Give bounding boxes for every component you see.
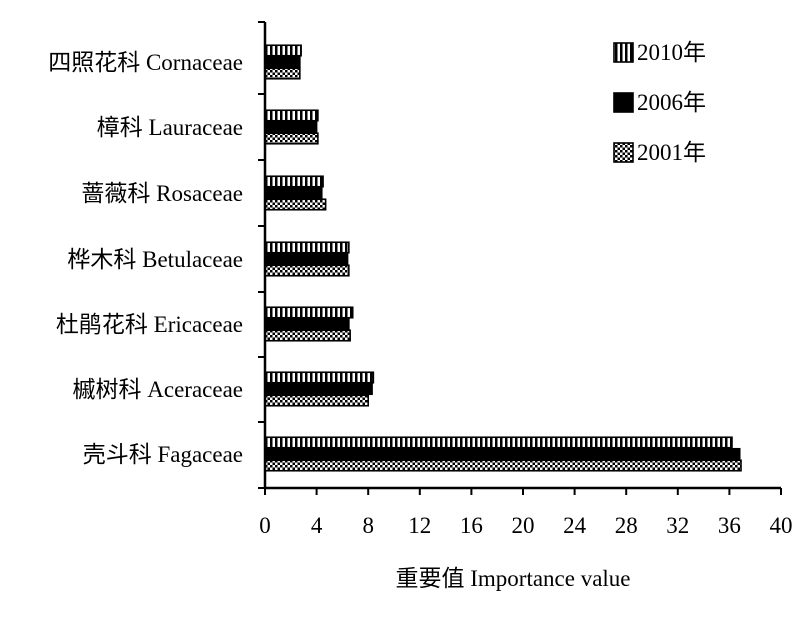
- axes: [258, 21, 782, 495]
- legend-swatch: [613, 142, 634, 163]
- bar-2010年-5: [264, 109, 319, 122]
- x-tick-label: 32: [666, 513, 689, 538]
- bar-2006年-3: [264, 252, 349, 266]
- x-tick-label: 28: [615, 513, 638, 538]
- bar-2010年-0: [264, 436, 733, 449]
- x-tick-label: 16: [460, 513, 483, 538]
- legend-label: 2006年: [637, 90, 706, 115]
- category-label: 蔷薇科 Rosaceae: [81, 181, 243, 206]
- bar-2001年-4: [264, 198, 327, 211]
- x-tick-labels: 0 4 8 12 16 20 24 28 32 36 40: [259, 513, 792, 538]
- bar-2006年-6: [264, 55, 301, 69]
- bar-2010年-4: [264, 175, 324, 188]
- bar-2010年-1: [264, 371, 375, 384]
- bar-2001年-5: [264, 132, 319, 145]
- bar-2006年-2: [264, 317, 350, 331]
- bar-2001年-3: [264, 264, 350, 277]
- category-label: 桦木科 Betulaceae: [67, 247, 243, 272]
- x-tick-label: 24: [563, 513, 587, 538]
- x-tick-label: 12: [408, 513, 431, 538]
- x-tick-label: 0: [259, 513, 271, 538]
- bar-2001年-2: [264, 329, 351, 342]
- legend-swatch: [613, 42, 634, 63]
- x-tick-label: 8: [362, 513, 374, 538]
- x-tick-label: 20: [512, 513, 535, 538]
- bar-2001年-1: [264, 394, 369, 407]
- x-tick-label: 40: [770, 513, 793, 538]
- x-tick-label: 4: [311, 513, 323, 538]
- category-label: 槭树科 Aceraceae: [73, 377, 243, 402]
- category-label: 四照花科 Cornaceae: [48, 50, 243, 75]
- bars-group: [264, 44, 742, 472]
- category-label: 壳斗科 Fagaceae: [83, 442, 243, 467]
- bar-2001年-6: [264, 67, 301, 80]
- bar-2006年-5: [264, 120, 318, 134]
- legend-swatch: [613, 92, 634, 113]
- category-label: 杜鹃花科 Ericaceae: [56, 312, 243, 337]
- bar-2010年-2: [264, 306, 354, 319]
- x-axis-title: 重要值 Importance value: [395, 566, 630, 591]
- legend-label: 2010年: [637, 40, 706, 65]
- legend: 2010年 2006年 2001年: [613, 40, 706, 165]
- bar-2010年-3: [264, 241, 350, 254]
- bar-2006年-0: [264, 447, 741, 461]
- x-tick-label: 36: [718, 513, 741, 538]
- legend-label: 2001年: [637, 140, 706, 165]
- bar-2001年-0: [264, 459, 742, 472]
- bar-2006年-1: [264, 382, 373, 396]
- category-label: 樟科 Lauraceae: [97, 115, 243, 140]
- category-labels: 壳斗科 Fagaceae 槭树科 Aceraceae 杜鹃花科 Ericaceae 桦…: [48, 50, 243, 467]
- bar-2006年-4: [264, 186, 323, 200]
- bar-2010年-6: [264, 44, 302, 57]
